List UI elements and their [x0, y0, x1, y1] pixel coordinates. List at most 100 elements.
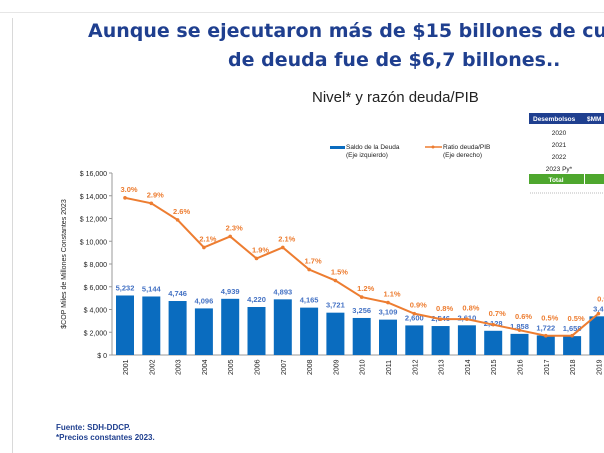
bar-label-2006: 4,220 [247, 295, 266, 304]
ratio-point-2006 [254, 256, 259, 261]
x-tick-label: 2008 [307, 359, 314, 375]
x-tick-label: 2006 [255, 359, 262, 375]
bar-2001 [116, 295, 134, 355]
ratio-point-2012 [412, 311, 417, 316]
ratio-point-2005 [228, 234, 232, 239]
ratio-label-2008: 1.7% [305, 257, 322, 266]
y-tick-label: $ 16,000 [80, 171, 107, 178]
bar-2016 [510, 333, 529, 355]
y-tick-label: $ 2,000 [84, 330, 107, 337]
bar-2010 [352, 317, 371, 355]
ratio-label-2010: 1.2% [357, 284, 374, 293]
x-tick-label: 2011 [386, 360, 393, 375]
table-row-year: 2021 [552, 142, 567, 149]
bar-label-2019: 3,4 [593, 304, 604, 313]
ratio-point-2014 [465, 317, 469, 321]
x-tick-label: 2010 [360, 359, 367, 375]
ratio-point-2004 [202, 245, 206, 250]
ratio-label-2003: 2.6% [173, 207, 190, 216]
ratio-point-2018 [570, 333, 574, 338]
y-tick-label: $ 10,000 [80, 239, 107, 246]
bar-2003 [168, 301, 187, 355]
bar-label-2012: 2,600 [405, 313, 424, 322]
bar-2002 [142, 296, 161, 355]
bar-2018 [563, 336, 582, 355]
bar-2012 [405, 325, 424, 355]
bar-2013 [431, 326, 450, 355]
slide-title-line2: de deuda fue de $6,7 billones.. [228, 49, 561, 71]
table-row-year: 2022 [552, 154, 567, 161]
price-note: *Precios constantes 2023. [56, 433, 155, 442]
x-tick-label: 2001 [123, 359, 130, 375]
ratio-label-2018: 0.5% [568, 314, 585, 323]
table-header-mm: $MM [587, 116, 601, 123]
x-tick-label: 2017 [544, 359, 551, 375]
ratio-label-2007: 2.1% [278, 234, 295, 243]
bar-2005 [221, 298, 240, 355]
bar-label-2002: 5,144 [142, 284, 162, 293]
ratio-point-2008 [307, 267, 311, 272]
legend-line-sub: (Eje derecho) [443, 152, 482, 159]
bar-2019 [589, 316, 604, 355]
table-header-bg [529, 113, 604, 124]
y-tick-label: $ 12,000 [80, 217, 107, 224]
y-tick-label: $ 14,000 [80, 194, 107, 201]
ratio-label-2015: 0.7% [489, 309, 506, 318]
bar-2007 [273, 299, 292, 355]
table-row-year: 2023 Py* [546, 166, 573, 173]
bar-label-2017: 1,722 [536, 323, 555, 332]
y-axis-label: $COP Miles de Millones Constantes 2023 [61, 199, 68, 329]
y-tick-label: $ 0 [97, 353, 107, 360]
bar-label-2010: 3,256 [352, 306, 371, 315]
ratio-point-2007 [281, 245, 285, 250]
x-tick-label: 2012 [412, 359, 419, 375]
ratio-label-2014: 0.8% [462, 303, 479, 312]
slide-title-line1: Aunque se ejecutaron más de $15 billones… [88, 20, 604, 42]
bar-2014 [457, 325, 476, 355]
bar-label-2001: 5,232 [116, 283, 135, 292]
left-divider [12, 18, 13, 453]
bar-label-2009: 3,721 [326, 301, 345, 310]
ratio-label-2004: 2.1% [199, 234, 216, 243]
x-tick-label: 2018 [570, 359, 577, 375]
x-tick-label: 2003 [176, 359, 183, 375]
ratio-label-2012: 0.9% [410, 301, 427, 310]
legend-line-label: Ratio deuda/PIB [443, 144, 490, 151]
bar-label-2008: 4,165 [300, 296, 319, 305]
bar-2008 [300, 307, 319, 355]
ratio-label-2016: 0.6% [515, 312, 532, 321]
ratio-label-2013: 0.8% [436, 304, 453, 313]
ratio-label-2011: 1.1% [383, 290, 400, 299]
table-total-label: Total [548, 177, 563, 184]
x-tick-label: 2016 [518, 359, 525, 375]
table-header-desembolsos: Desembolsos [533, 116, 576, 123]
ratio-label-2005: 2.3% [226, 223, 243, 232]
x-tick-label: 2019 [596, 359, 603, 375]
ratio-label-2009: 1.5% [331, 268, 348, 277]
x-tick-label: 2015 [491, 359, 498, 375]
ratio-point-2010 [359, 295, 364, 299]
ratio-point-2001 [123, 196, 127, 200]
ratio-point-2017 [544, 333, 548, 338]
bar-2009 [326, 312, 345, 355]
legend-bar-sub: (Eje izquierdo) [346, 152, 388, 159]
ratio-point-2009 [333, 278, 338, 283]
ratio-point-2013 [438, 317, 443, 321]
ratio-point-2003 [175, 218, 180, 222]
chart-subtitle: Nivel* y razón deuda/PIB [312, 89, 479, 106]
table-total-value-bg [585, 174, 604, 184]
x-tick-label: 2014 [465, 359, 472, 375]
legend-bar-swatch [330, 146, 345, 149]
table-row-year: 2020 [552, 130, 567, 137]
bar-label-2007: 4,893 [273, 287, 292, 296]
bar-label-2016: 1,858 [510, 322, 529, 331]
ratio-label-2019: 0.9 [597, 294, 604, 303]
bar-label-2011: 3,109 [379, 308, 398, 317]
ratio-point-2016 [517, 328, 522, 332]
ratio-label-2017: 0.5% [541, 313, 558, 322]
ratio-label-2001: 3.0% [120, 185, 137, 194]
ratio-point-2011 [386, 300, 390, 305]
ratio-point-2002 [149, 201, 154, 206]
